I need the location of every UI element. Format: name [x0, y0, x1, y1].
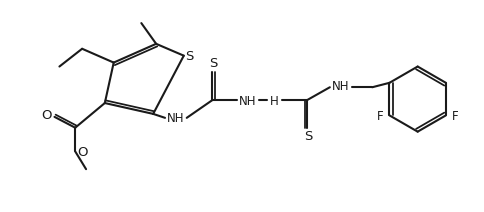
- Text: NH: NH: [332, 80, 349, 93]
- Text: H: H: [270, 95, 279, 107]
- Text: F: F: [452, 110, 458, 123]
- Text: S: S: [185, 50, 194, 63]
- Text: S: S: [304, 130, 312, 143]
- Text: O: O: [41, 109, 52, 122]
- Text: S: S: [209, 57, 218, 70]
- Text: O: O: [77, 146, 88, 159]
- Text: NH: NH: [167, 112, 184, 125]
- Text: F: F: [377, 110, 384, 123]
- Text: NH: NH: [239, 95, 257, 107]
